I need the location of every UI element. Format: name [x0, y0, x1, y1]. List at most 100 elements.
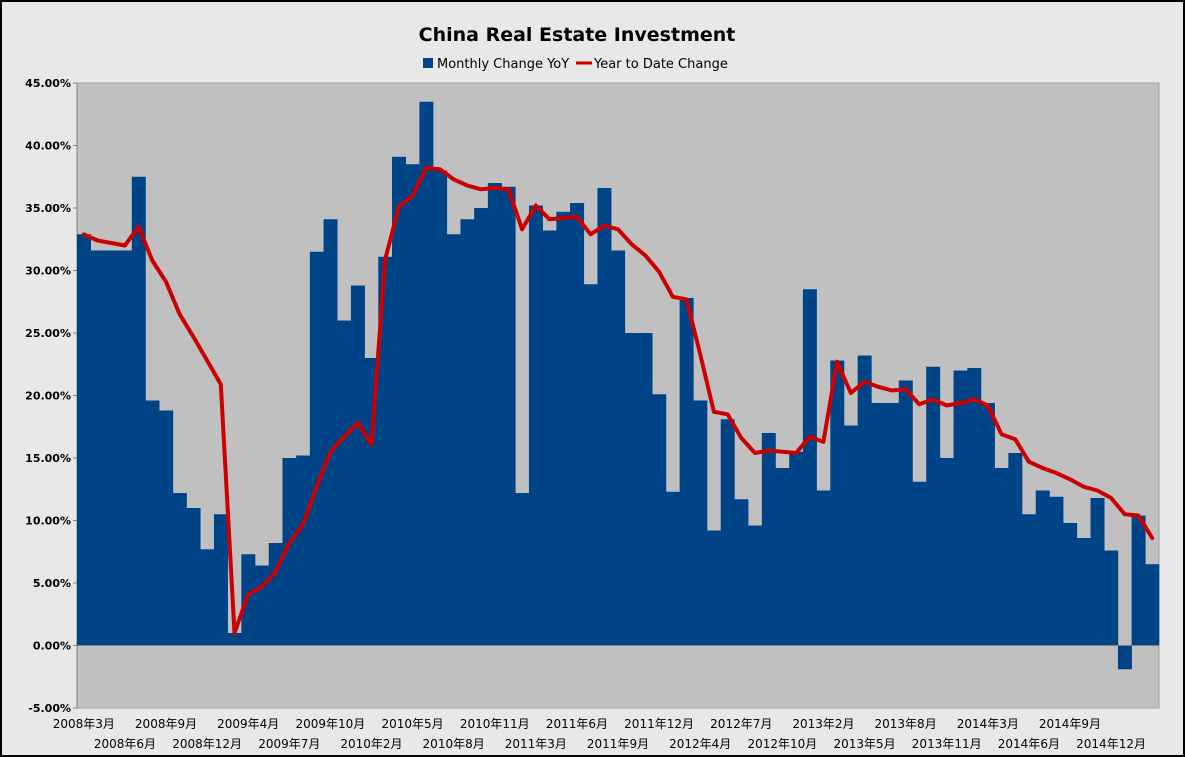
bar — [871, 403, 886, 646]
x-tick-label: 2013年8月 — [875, 717, 937, 731]
x-tick-label: 2008年3月 — [53, 717, 115, 731]
bar — [1063, 523, 1078, 646]
x-tick-label: 2011年12月 — [624, 717, 694, 731]
bar — [296, 455, 311, 646]
x-tick-label: 2012年10月 — [747, 737, 817, 751]
x-tick-label: 2014年3月 — [957, 717, 1019, 731]
bar — [309, 251, 324, 646]
series-monthly-change-bars — [77, 101, 1160, 670]
bar — [487, 183, 502, 646]
bar — [337, 320, 352, 646]
bar — [926, 366, 941, 646]
x-tick-label: 2010年2月 — [340, 737, 402, 751]
bar — [693, 400, 708, 646]
bar — [939, 458, 954, 646]
x-tick-label: 2008年9月 — [135, 717, 197, 731]
x-tick-label: 2013年11月 — [912, 737, 982, 751]
x-tick-label: 2010年8月 — [423, 737, 485, 751]
x-tick-label: 2009年10月 — [295, 717, 365, 731]
bar — [1104, 550, 1119, 646]
bar — [1090, 498, 1105, 646]
bar — [159, 410, 174, 646]
bar — [213, 514, 228, 646]
y-tick-label: -5.00% — [28, 702, 71, 715]
bar — [761, 433, 776, 646]
bar — [748, 525, 763, 646]
y-axis: -5.00% 0.00% 5.00% 10.00% 15.00% 20.00% 25.00%… — [25, 77, 77, 715]
chart-title: China Real Estate Investment — [419, 24, 736, 46]
x-tick-label: 2011年6月 — [546, 717, 608, 731]
bar — [241, 554, 256, 646]
bar — [528, 205, 543, 646]
bar — [515, 493, 530, 646]
y-tick-label: 0.00% — [33, 640, 71, 653]
x-tick-label: 2009年7月 — [258, 737, 320, 751]
bar — [885, 403, 900, 646]
x-tick-label: 2013年2月 — [792, 717, 854, 731]
bar — [405, 164, 420, 646]
x-tick-label: 2014年9月 — [1039, 717, 1101, 731]
bar — [624, 333, 639, 646]
bar — [556, 211, 571, 646]
bar — [611, 250, 626, 646]
bar — [104, 250, 119, 646]
bar — [898, 380, 913, 646]
bar — [1117, 645, 1132, 670]
bar — [364, 358, 379, 646]
y-tick-label: 25.00% — [25, 327, 71, 340]
x-tick-label: 2013年5月 — [833, 737, 895, 751]
bar — [1145, 564, 1160, 646]
bar — [775, 468, 790, 646]
bar — [433, 170, 448, 646]
x-axis: 2008年3月 2008年9月 2009年4月 2009年10月 2010年5月 2010… — [53, 717, 1146, 751]
y-tick-label: 40.00% — [25, 140, 71, 153]
bar — [1008, 453, 1023, 646]
bar — [816, 490, 831, 646]
bar — [501, 186, 516, 646]
bar — [131, 176, 146, 646]
bar — [227, 633, 242, 646]
y-tick-label: 30.00% — [25, 265, 71, 278]
x-tick-label: 2011年9月 — [587, 737, 649, 751]
x-tick-label: 2011年3月 — [505, 737, 567, 751]
bar — [1076, 538, 1091, 646]
y-tick-label: 5.00% — [33, 577, 71, 590]
bar — [789, 451, 804, 646]
x-tick-label: 2012年4月 — [669, 737, 731, 751]
bar — [830, 360, 845, 646]
x-tick-label: 2008年6月 — [94, 737, 156, 751]
bar — [994, 468, 1009, 646]
bar — [638, 333, 653, 646]
x-tick-label: 2009年4月 — [217, 717, 279, 731]
bar — [583, 284, 598, 646]
x-tick-label: 2014年6月 — [998, 737, 1060, 751]
y-tick-label: 15.00% — [25, 452, 71, 465]
bar — [200, 549, 215, 646]
bar — [1035, 490, 1050, 646]
legend-swatch-monthly — [423, 58, 433, 68]
y-tick-label: 20.00% — [25, 390, 71, 403]
bar — [802, 289, 817, 646]
x-tick-label: 2012年7月 — [710, 717, 772, 731]
bar — [446, 234, 461, 646]
bar — [419, 101, 434, 646]
bar — [323, 219, 338, 646]
bar — [857, 355, 872, 646]
bar — [843, 425, 858, 646]
bar — [1049, 496, 1064, 646]
bar — [255, 565, 270, 646]
series-ytd-change — [81, 166, 1155, 635]
bar — [597, 188, 612, 646]
bar — [734, 499, 749, 646]
x-tick-label: 2008年12月 — [172, 737, 242, 751]
bar — [720, 419, 735, 646]
legend: Monthly Change YoY Year to Date Change — [423, 57, 728, 72]
bar — [570, 203, 585, 646]
bar — [118, 250, 133, 646]
ytd-line — [81, 166, 1155, 635]
bar — [707, 530, 722, 646]
bar — [652, 394, 667, 646]
bar — [378, 256, 393, 646]
